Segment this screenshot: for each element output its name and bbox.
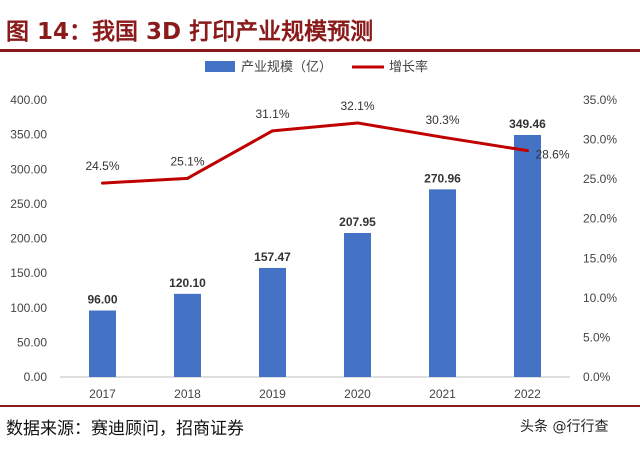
growth-rate-point <box>526 149 529 153</box>
bar <box>259 267 286 377</box>
x-axis-tick-label: 2020 <box>344 387 371 401</box>
bar-data-label: 270.96 <box>424 171 461 185</box>
right-axis-tick-label: 35.0% <box>583 93 617 107</box>
growth-rate-point <box>271 129 274 133</box>
figure-title: 图 14：我国 3D 打印产业规模预测 <box>6 19 374 45</box>
left-axis-tick-label: 50.00 <box>17 335 47 349</box>
bar-data-label: 96.00 <box>87 293 117 307</box>
line-data-label: 30.3% <box>425 113 459 127</box>
left-axis-tick-label: 0.00 <box>24 370 48 384</box>
x-axis-tick-label: 2019 <box>259 387 286 401</box>
source-note: 数据来源：赛迪顾问，招商证券 <box>6 419 244 439</box>
left-axis-tick-label: 350.00 <box>10 128 47 142</box>
bar <box>514 134 541 377</box>
bar-data-label: 120.10 <box>169 276 206 290</box>
bar <box>174 293 201 377</box>
line-data-label: 25.1% <box>170 154 204 168</box>
right-axis-tick-label: 20.0% <box>583 212 617 226</box>
growth-rate-point <box>356 121 359 125</box>
bar <box>344 232 371 377</box>
bar <box>89 310 116 377</box>
right-axis-tick-label: 15.0% <box>583 251 617 265</box>
line-data-label: 24.5% <box>85 159 119 173</box>
left-axis-tick-label: 300.00 <box>10 162 47 176</box>
bar-data-label: 157.47 <box>254 250 291 264</box>
x-axis-tick-label: 2022 <box>514 387 541 401</box>
growth-rate-point <box>441 135 444 139</box>
watermark-credit: 头条 @行行查 <box>520 419 609 435</box>
right-axis-tick-label: 25.0% <box>583 172 617 186</box>
combo-chart: 0.00 50.00 100.00 150.00 200.00 250.00 300.00 3… <box>10 59 617 401</box>
line-data-label: 28.6% <box>536 148 570 162</box>
footer-rule <box>0 405 640 407</box>
x-axis-tick-label: 2017 <box>89 387 116 401</box>
bar-data-label: 349.46 <box>509 117 546 131</box>
x-axis-tick-label: 2018 <box>174 387 201 401</box>
right-axis-tick-label: 5.0% <box>583 330 611 344</box>
title-bar: 图 14：我国 3D 打印产业规模预测 <box>0 0 640 52</box>
legend-line-label: 增长率 <box>389 59 428 74</box>
x-axis-tick-label: 2021 <box>429 387 456 401</box>
legend-bar-label: 产业规模（亿） <box>241 59 332 74</box>
legend-bar-swatch <box>205 61 235 72</box>
growth-rate-point <box>186 176 189 180</box>
right-axis-tick-label: 30.0% <box>583 133 617 147</box>
left-axis-tick-label: 400.00 <box>10 93 47 107</box>
line-data-label: 32.1% <box>340 99 374 113</box>
growth-rate-line <box>102 121 528 185</box>
bar-data-label: 207.95 <box>339 215 376 229</box>
line-data-label: 31.1% <box>255 107 289 121</box>
left-axis-tick-label: 200.00 <box>10 232 47 246</box>
right-axis-tick-label: 10.0% <box>583 291 617 305</box>
left-axis-tick-label: 150.00 <box>10 266 47 280</box>
left-axis-tick-label: 100.00 <box>10 301 47 315</box>
right-axis-tick-label: 0.0% <box>583 370 611 384</box>
growth-rate-point <box>101 181 104 185</box>
left-axis-tick-label: 250.00 <box>10 197 47 211</box>
chart-area: 0.00 50.00 100.00 150.00 200.00 250.00 300.00 3… <box>0 52 640 402</box>
bar <box>429 189 456 377</box>
